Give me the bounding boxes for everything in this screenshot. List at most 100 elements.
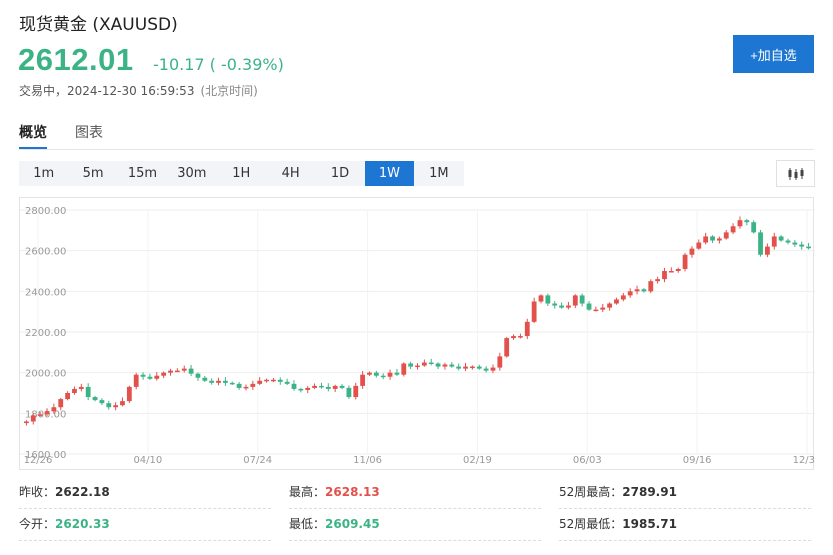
candle-body bbox=[607, 303, 613, 308]
candle-body bbox=[367, 372, 372, 375]
x-tick-label: 04/10 bbox=[133, 455, 162, 466]
candle-body bbox=[730, 226, 736, 233]
candle-body bbox=[380, 375, 386, 378]
period-5m[interactable]: 5m bbox=[82, 166, 104, 181]
stat-high: 最高：2628.13 bbox=[289, 480, 541, 509]
candle-body bbox=[154, 375, 160, 379]
price-chart: 2800.00 2600.00 2400.00 2200.00 2000.00 1800.… bbox=[19, 197, 815, 470]
x-tick-label: 11/06 bbox=[353, 455, 382, 466]
candle-body bbox=[140, 374, 146, 377]
period-1d[interactable]: 1D bbox=[330, 166, 350, 181]
stat-value: 2609.45 bbox=[325, 517, 380, 531]
chart-type-button[interactable] bbox=[776, 160, 815, 187]
stat-52w-high: 52周最高：2789.91 bbox=[559, 480, 811, 509]
candle-body bbox=[648, 281, 654, 292]
candle-body bbox=[85, 386, 91, 398]
price-change: -10.17 ( -0.39%) bbox=[153, 55, 284, 74]
stat-label: 昨收： bbox=[19, 485, 56, 499]
period-1m[interactable]: 1m bbox=[33, 166, 55, 181]
candle-body bbox=[65, 393, 70, 400]
candle-body bbox=[181, 368, 187, 371]
candle-body bbox=[353, 385, 359, 398]
tab-chart[interactable]: 图表 bbox=[75, 125, 103, 141]
candle-body bbox=[490, 367, 496, 371]
candle-body bbox=[209, 380, 215, 383]
candle-body bbox=[147, 376, 153, 379]
period-30m[interactable]: 30m bbox=[177, 166, 207, 181]
stat-open: 今开：2620.33 bbox=[19, 512, 271, 541]
candle-body bbox=[44, 411, 50, 415]
x-tick-label: 12/26 bbox=[24, 455, 53, 466]
candle-body bbox=[421, 362, 427, 366]
candle-body bbox=[696, 242, 702, 249]
candle-body bbox=[168, 370, 173, 373]
candle-body bbox=[250, 383, 256, 387]
candle-body bbox=[655, 279, 661, 282]
candle-body bbox=[737, 220, 743, 227]
candle-body bbox=[58, 399, 64, 408]
x-tick-label: 07/24 bbox=[243, 455, 272, 466]
candle-body bbox=[463, 366, 468, 369]
candle-body bbox=[120, 401, 125, 406]
add-watchlist-button[interactable]: +加自选 bbox=[733, 35, 814, 73]
stat-label: 最高： bbox=[289, 485, 326, 499]
y-tick-label: 2600.00 bbox=[25, 247, 66, 258]
stat-label: 今开： bbox=[19, 517, 56, 531]
candle-body bbox=[126, 386, 132, 402]
stat-value: 2622.18 bbox=[55, 485, 110, 499]
candle-body bbox=[442, 364, 448, 367]
tab-divider bbox=[19, 149, 814, 150]
status-text: 交易中，2024-12-30 16:59:53 bbox=[19, 84, 195, 98]
candle-body bbox=[133, 374, 139, 387]
candle-body bbox=[113, 405, 119, 408]
stat-prev-close: 昨收：2622.18 bbox=[19, 480, 271, 509]
candle-body bbox=[428, 362, 434, 364]
tab-overview[interactable]: 概览 bbox=[19, 122, 47, 149]
candle-body bbox=[723, 232, 729, 239]
candle-body bbox=[572, 295, 578, 306]
last-price: 2612.01 bbox=[18, 42, 134, 77]
candle-body bbox=[72, 388, 77, 393]
candle-body bbox=[92, 397, 98, 401]
candle-body bbox=[394, 372, 400, 375]
period-1h[interactable]: 1H bbox=[232, 166, 251, 181]
candle-body bbox=[387, 372, 393, 377]
candle-body bbox=[339, 385, 345, 388]
candle-body bbox=[593, 309, 599, 312]
candle-body bbox=[566, 305, 571, 308]
period-selector: 1m 5m 15m 30m 1H 4H 1D 1W 1M bbox=[19, 161, 464, 186]
period-4h[interactable]: 4H bbox=[281, 166, 300, 181]
candle-body bbox=[305, 387, 311, 390]
candle-body bbox=[257, 380, 263, 384]
stat-label: 最低： bbox=[289, 517, 326, 531]
candle-body bbox=[682, 254, 688, 269]
candle-body bbox=[37, 414, 43, 416]
y-tick-label: 2200.00 bbox=[25, 328, 66, 339]
candle-body bbox=[271, 379, 276, 382]
candle-body bbox=[346, 387, 352, 398]
candle-body bbox=[202, 377, 208, 381]
stat-label: 52周最低： bbox=[559, 517, 623, 531]
candle-body bbox=[552, 303, 558, 306]
candle-body bbox=[662, 271, 667, 280]
stat-label: 52周最高： bbox=[559, 485, 623, 499]
period-1mo[interactable]: 1M bbox=[429, 166, 449, 181]
candle-body bbox=[161, 372, 167, 376]
candle-body bbox=[243, 386, 249, 389]
stat-52w-low: 52周最低：1985.71 bbox=[559, 512, 811, 541]
candle-body bbox=[579, 295, 585, 304]
stat-low: 最低：2609.45 bbox=[289, 512, 541, 541]
candle-body bbox=[332, 385, 338, 389]
candle-body bbox=[531, 301, 537, 322]
candle-body bbox=[545, 295, 551, 304]
candle-body bbox=[710, 236, 715, 241]
candle-body bbox=[360, 374, 366, 386]
y-tick-label: 2000.00 bbox=[25, 369, 66, 380]
candle-body bbox=[298, 388, 304, 391]
candle-body bbox=[614, 299, 619, 304]
period-1w[interactable]: 1W bbox=[364, 161, 415, 186]
candle-body bbox=[504, 338, 510, 357]
tab-bar: 概览 图表 bbox=[19, 122, 131, 149]
trading-status: 交易中，2024-12-30 16:59:53 (北京时间) bbox=[19, 82, 258, 99]
period-15m[interactable]: 15m bbox=[127, 166, 158, 181]
